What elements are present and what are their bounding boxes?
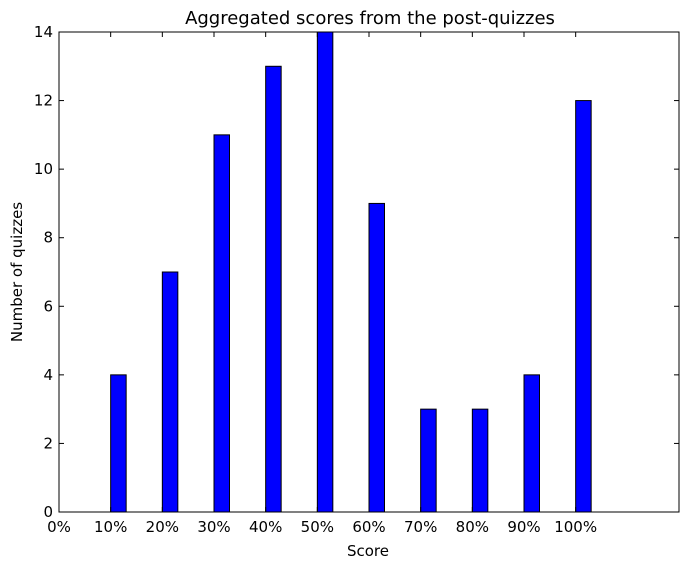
ticks-group: 0% 10% 20% 30% 40% 50% 60% 70% 80% 90% 100% 0 2 4 6 8 10… bbox=[34, 23, 679, 536]
y-tick-label: 2 bbox=[43, 434, 53, 452]
x-tick-label: 40% bbox=[249, 518, 282, 536]
y-tick-label: 10 bbox=[34, 160, 53, 178]
plot-frame bbox=[58, 31, 680, 513]
bar-30pct bbox=[213, 134, 230, 513]
x-axis-label: Score bbox=[347, 542, 389, 560]
bar-100pct bbox=[575, 100, 592, 513]
y-tick-label: 8 bbox=[43, 229, 53, 247]
x-tick-label: 90% bbox=[507, 518, 540, 536]
bar-40pct bbox=[265, 65, 282, 513]
bar-20pct bbox=[161, 271, 179, 513]
bar-80pct bbox=[471, 408, 489, 513]
x-tick-label: 50% bbox=[301, 518, 334, 536]
bar-70pct bbox=[420, 408, 437, 513]
y-tick-label: 14 bbox=[34, 23, 53, 41]
y-axis-label: Number of quizzes bbox=[8, 202, 26, 342]
x-tick-label: 70% bbox=[404, 518, 437, 536]
x-tick-label: 10% bbox=[94, 518, 127, 536]
y-tick-label: 12 bbox=[34, 92, 53, 110]
y-tick-label: 6 bbox=[43, 297, 53, 315]
bar-10pct bbox=[110, 374, 127, 513]
bar-50pct bbox=[316, 31, 334, 513]
x-tick-label: 20% bbox=[146, 518, 179, 536]
x-tick-label: 0% bbox=[47, 518, 71, 536]
bar-90pct bbox=[523, 374, 540, 513]
x-tick-label: 80% bbox=[456, 518, 489, 536]
y-tick-label: 0 bbox=[43, 503, 53, 521]
bar-60pct bbox=[368, 202, 385, 513]
bars-group bbox=[110, 31, 592, 513]
x-tick-label: 60% bbox=[352, 518, 385, 536]
x-tick-label: 100% bbox=[554, 518, 597, 536]
chart-title: Aggregated scores from the post-quizzes bbox=[185, 8, 555, 29]
x-tick-label: 30% bbox=[197, 518, 230, 536]
y-tick-label: 4 bbox=[43, 366, 53, 384]
